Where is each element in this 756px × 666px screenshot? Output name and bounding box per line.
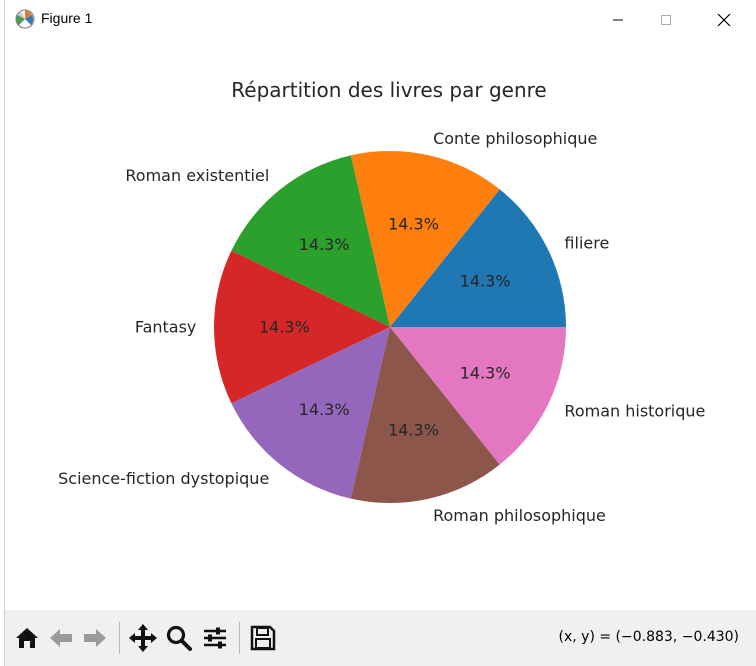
slice-category-label: Roman historique xyxy=(564,401,705,420)
zoom-button[interactable] xyxy=(163,622,195,654)
home-icon xyxy=(16,628,38,648)
pan-button[interactable] xyxy=(127,622,159,654)
pie-slice xyxy=(214,250,390,404)
figure-window: Figure 1 Répartition des livres par genr… xyxy=(4,0,756,666)
slice-category-label: Fantasy xyxy=(135,318,197,337)
slice-category-label: filiere xyxy=(564,234,609,253)
matplotlib-icon xyxy=(15,9,35,29)
slice-category-label: Roman philosophique xyxy=(433,506,606,525)
slice-percent-label: 14.3% xyxy=(388,215,439,234)
slice-category-label: Science-fiction dystopique xyxy=(58,469,269,488)
pie-slice xyxy=(390,189,566,327)
navigation-toolbar: (x, y) = (−0.883, −0.430) xyxy=(5,610,756,666)
chart-title: Répartition des livres par genre xyxy=(231,78,546,102)
pie-slice xyxy=(231,327,390,499)
close-icon xyxy=(717,13,731,27)
pan-icon xyxy=(129,624,157,652)
pie-slice xyxy=(231,155,390,327)
zoom-icon xyxy=(166,625,192,651)
title-bar[interactable]: Figure 1 xyxy=(5,0,756,38)
home-button[interactable] xyxy=(11,622,43,654)
toolbar-separator xyxy=(119,622,120,654)
slice-percent-label: 14.3% xyxy=(388,420,439,439)
window-title: Figure 1 xyxy=(41,10,93,26)
close-button[interactable] xyxy=(701,6,747,34)
configure-subplots-icon xyxy=(204,627,226,649)
pie-slice xyxy=(350,327,500,504)
pie-chart[interactable]: Répartition des livres par genre 14.3% 14… xyxy=(5,38,756,610)
maximize-button[interactable] xyxy=(643,6,689,34)
slice-category-label: Roman existentiel xyxy=(125,166,269,185)
pie-slice xyxy=(350,151,500,327)
maximize-icon xyxy=(661,15,671,25)
toolbar-separator xyxy=(239,622,240,654)
forward-button[interactable] xyxy=(79,622,111,654)
slice-percent-label: 14.3% xyxy=(299,235,350,254)
minimize-icon xyxy=(613,19,623,21)
slice-percent-label: 14.3% xyxy=(460,272,511,291)
slice-percent-label: 14.3% xyxy=(259,318,310,337)
forward-icon xyxy=(84,629,106,647)
minimize-button[interactable] xyxy=(595,6,641,34)
configure-subplots-button[interactable] xyxy=(199,622,231,654)
slice-percent-label: 14.3% xyxy=(299,400,350,419)
back-button[interactable] xyxy=(45,622,77,654)
pie-slice xyxy=(390,327,566,465)
slice-percent-label: 14.3% xyxy=(460,363,511,382)
back-icon xyxy=(50,629,72,647)
save-icon xyxy=(250,625,276,651)
cursor-coordinates: (x, y) = (−0.883, −0.430) xyxy=(558,629,739,645)
slice-category-label: Conte philosophique xyxy=(433,129,597,148)
save-button[interactable] xyxy=(247,622,279,654)
